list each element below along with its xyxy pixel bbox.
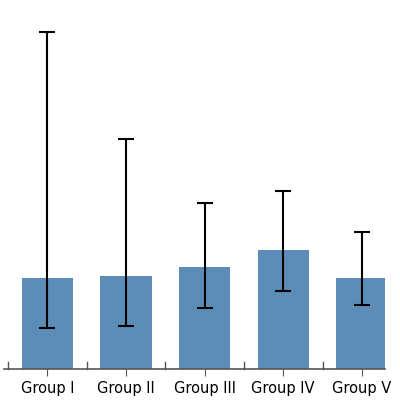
Bar xyxy=(258,250,309,369)
Bar xyxy=(336,278,387,369)
Bar xyxy=(22,278,73,369)
Bar xyxy=(100,276,152,369)
Bar xyxy=(179,267,230,369)
